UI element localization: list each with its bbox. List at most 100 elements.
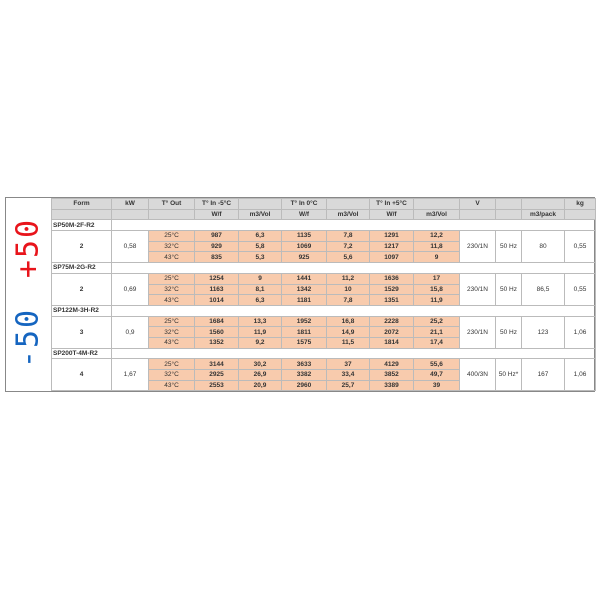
performance-value: 1014	[194, 294, 239, 306]
model-row: SP122M-3H-R2	[51, 304, 596, 317]
column-header: m3/Vol	[238, 208, 282, 221]
performance-value: 6,3	[238, 230, 282, 242]
performance-value: 11,8	[413, 240, 460, 253]
performance-value: 25,7	[326, 379, 370, 392]
column-header: m3/Vol	[413, 208, 460, 221]
performance-value: 9	[238, 272, 282, 285]
column-header: m3/pack	[521, 208, 565, 221]
outlet-temp: 32°C	[148, 240, 195, 253]
header-row: W/f m3/Vol W/f m3/Vol W/f m3/Vol m3/pack	[51, 208, 596, 221]
performance-value: 13,3	[238, 315, 282, 328]
performance-value: 3633	[281, 358, 327, 370]
performance-value: 1529	[369, 283, 414, 296]
data-row: 32°C 929 5,8 1069 7,2 1217 11,8	[52, 240, 596, 253]
kw-value: 0,69	[111, 272, 149, 306]
max-temp-label: +50	[10, 217, 46, 279]
performance-value: 12,2	[413, 230, 460, 242]
outlet-temp: 25°C	[148, 358, 195, 370]
pack-value: 167	[521, 358, 565, 392]
frequency-value: 50 Hz	[495, 272, 522, 306]
data-row: 4 1,67 25°C 3144 30,2 3633 37 4129 55,6 400/3N 50 …	[51, 358, 596, 392]
performance-value: 8,1	[238, 283, 282, 296]
outlet-temp: 32°C	[148, 326, 195, 338]
performance-value: 5,8	[238, 240, 282, 253]
column-header	[495, 198, 522, 210]
column-header: W/f	[194, 208, 239, 221]
performance-value: 5,6	[326, 251, 370, 264]
kw-value: 1,67	[111, 358, 149, 392]
column-header	[521, 198, 565, 210]
column-header: W/f	[369, 208, 414, 221]
performance-value: 1135	[281, 230, 327, 242]
performance-value: 3389	[369, 379, 414, 392]
performance-value: 9,2	[238, 336, 282, 349]
data-row: 32°C 1163 8,1 1342 10 1529 15,8	[52, 283, 596, 296]
performance-value: 11,9	[413, 294, 460, 306]
performance-value: 7,8	[326, 230, 370, 242]
performance-value: 5,3	[238, 251, 282, 264]
column-header	[51, 208, 112, 221]
weight-value: 0,55	[564, 272, 596, 306]
outlet-temp: 32°C	[148, 369, 195, 381]
performance-value: 2925	[194, 369, 239, 381]
column-header: kW	[111, 198, 149, 210]
performance-value: 1952	[281, 315, 327, 328]
performance-value: 4129	[369, 358, 414, 370]
column-header: V	[459, 198, 496, 210]
performance-value: 37	[326, 358, 370, 370]
performance-value: 1560	[194, 326, 239, 338]
column-header: T° In -5°C	[194, 198, 239, 210]
performance-value: 1097	[369, 251, 414, 264]
column-header	[495, 208, 522, 221]
performance-value: 10	[326, 283, 370, 296]
form-value: 2	[51, 230, 112, 264]
data-row: 32°C 2925 26,9 3382 33,4 3852 49,7	[52, 369, 596, 381]
performance-value: 2228	[369, 315, 414, 328]
outlet-temp: 32°C	[148, 283, 195, 296]
performance-value: 1636	[369, 272, 414, 285]
frequency-value: 50 Hz	[495, 315, 522, 349]
performance-value: 1217	[369, 240, 414, 253]
performance-value: 3144	[194, 358, 239, 370]
performance-value: 14,9	[326, 326, 370, 338]
kw-value: 0,58	[111, 230, 149, 264]
column-header: W/f	[281, 208, 327, 221]
model-row: SP50M-2F-R2	[51, 219, 596, 232]
outlet-temp: 43°C	[148, 379, 195, 392]
temperature-range-panel: +50 -50	[6, 198, 52, 391]
model-row-spacer	[111, 219, 596, 232]
weight-value: 1,06	[564, 358, 596, 392]
min-temp-label: -50	[10, 307, 46, 369]
performance-value: 1351	[369, 294, 414, 306]
column-header: kg	[564, 198, 596, 210]
performance-value: 1254	[194, 272, 239, 285]
model-name: SP200T-4M-R2	[51, 347, 112, 360]
performance-value: 1163	[194, 283, 239, 296]
performance-value: 15,8	[413, 283, 460, 296]
column-header: m3/Vol	[326, 208, 370, 221]
outlet-temp: 43°C	[148, 336, 195, 349]
performance-value: 49,7	[413, 369, 460, 381]
outlet-temp: 43°C	[148, 251, 195, 264]
column-header	[564, 208, 596, 221]
column-header: T° Out	[148, 198, 195, 210]
pack-value: 123	[521, 315, 565, 349]
performance-value: 1291	[369, 230, 414, 242]
performance-value: 1811	[281, 326, 327, 338]
performance-value: 1814	[369, 336, 414, 349]
performance-value: 925	[281, 251, 327, 264]
model-row-spacer	[111, 304, 596, 317]
performance-value: 30,2	[238, 358, 282, 370]
header-row: Form kW T° Out T° In -5°C T° In 0°C T° In +5°…	[51, 198, 596, 210]
performance-value: 11,5	[326, 336, 370, 349]
weight-value: 0,55	[564, 230, 596, 264]
performance-value: 20,9	[238, 379, 282, 392]
performance-value: 7,8	[326, 294, 370, 306]
performance-value: 987	[194, 230, 239, 242]
column-header: Form	[51, 198, 112, 210]
form-value: 2	[51, 272, 112, 306]
performance-value: 1352	[194, 336, 239, 349]
performance-value: 16,8	[326, 315, 370, 328]
performance-value: 9	[413, 251, 460, 264]
outlet-temp: 25°C	[148, 315, 195, 328]
